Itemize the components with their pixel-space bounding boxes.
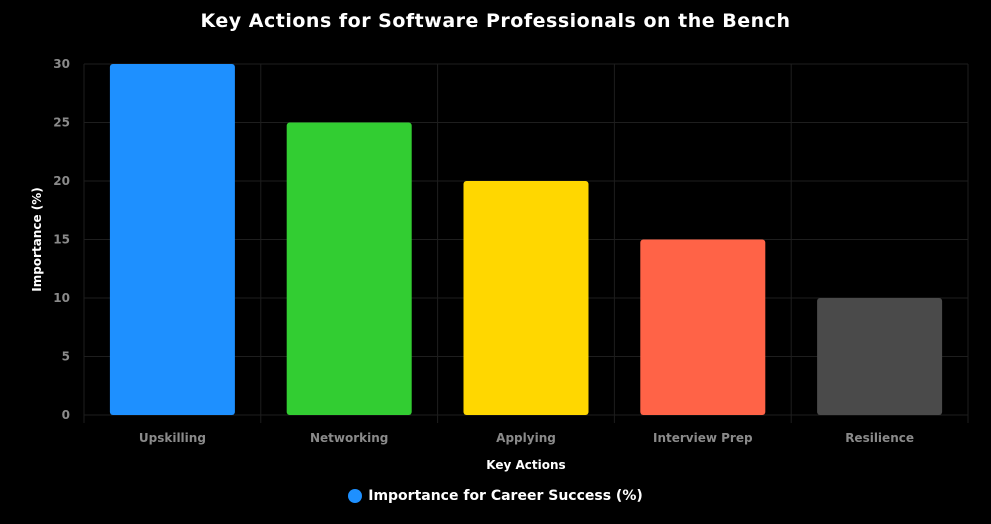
bar-interview-prep (640, 239, 766, 415)
legend-label: Importance for Career Success (%) (368, 488, 643, 504)
y-tick-label: 25 (53, 116, 70, 130)
x-axis-label: Key Actions (486, 458, 565, 472)
bar-upskilling (109, 64, 235, 415)
bar-networking (286, 122, 412, 415)
y-tick-label: 5 (62, 350, 70, 364)
x-tick-label: Networking (310, 431, 388, 445)
bar-resilience (817, 298, 943, 415)
chart-title: Key Actions for Software Professionals o… (200, 10, 791, 32)
bar-applying (463, 181, 589, 415)
legend[interactable]: Importance for Career Success (%) (0, 488, 991, 504)
x-tick-label: Interview Prep (653, 431, 753, 445)
x-tick-label: Resilience (845, 431, 914, 445)
y-tick-label: 20 (53, 174, 70, 188)
y-tick-label: 15 (53, 233, 70, 247)
x-tick-label: Upskilling (139, 431, 206, 445)
legend-swatch (348, 489, 363, 503)
y-tick-label: 10 (53, 291, 70, 305)
y-tick-label: 30 (53, 57, 70, 71)
y-axis-label: Importance (%) (30, 187, 44, 292)
x-tick-label: Applying (496, 431, 556, 445)
y-tick-label: 0 (62, 408, 70, 422)
